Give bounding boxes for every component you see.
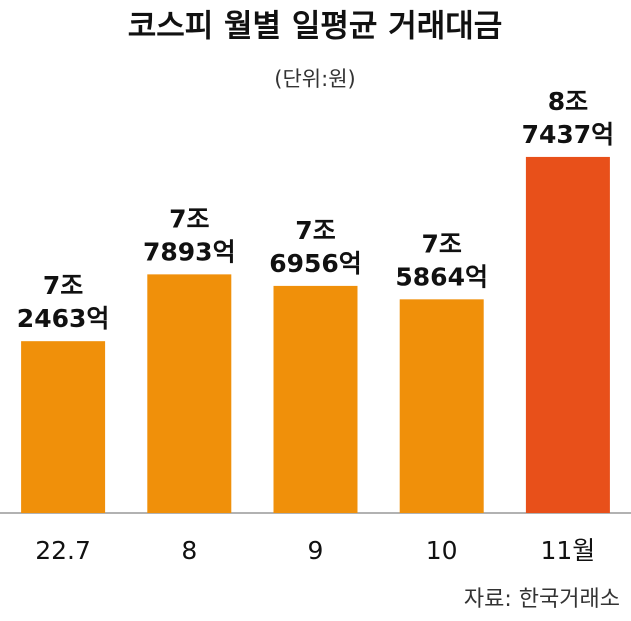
x-tick-label: 9 bbox=[308, 536, 324, 565]
chart-title: 코스피 월별 일평균 거래대금 bbox=[128, 9, 503, 45]
bar bbox=[399, 299, 484, 513]
chart-subtitle: (단위:원) bbox=[274, 67, 355, 91]
source: 자료: 한국거래소 bbox=[464, 587, 620, 612]
bar bbox=[21, 341, 106, 513]
value-label: 7조 7893억 bbox=[143, 204, 236, 266]
bar bbox=[525, 156, 610, 513]
x-tick-label: 10 bbox=[426, 536, 458, 565]
x-tick-label: 11월 bbox=[540, 536, 595, 565]
value-label: 7조 2463억 bbox=[17, 271, 110, 333]
x-tick-label: 8 bbox=[181, 536, 197, 565]
value-label: 7조 5864억 bbox=[395, 229, 488, 291]
value-label: 8조 7437억 bbox=[522, 87, 615, 149]
bar bbox=[273, 285, 358, 513]
value-label: 7조 6956억 bbox=[269, 216, 362, 278]
bar bbox=[147, 274, 232, 513]
x-tick-label: 22.7 bbox=[35, 536, 91, 565]
